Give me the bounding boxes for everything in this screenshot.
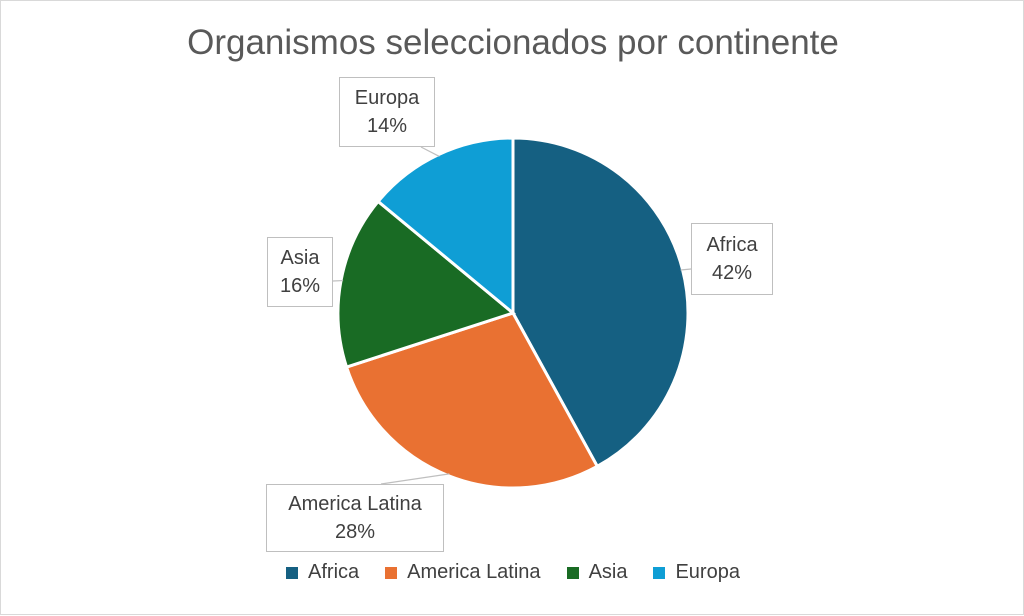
- legend-label-africa: Africa: [308, 561, 359, 584]
- legend-label-america-latina: America Latina: [407, 561, 540, 584]
- legend-label-asia: Asia: [589, 561, 628, 584]
- data-label-europa-name: Europa: [340, 84, 434, 112]
- legend-swatch-africa: [286, 567, 298, 579]
- data-label-africa-value: 42%: [692, 259, 772, 287]
- data-label-asia-value: 16%: [268, 272, 332, 300]
- legend-swatch-asia: [567, 567, 579, 579]
- data-label-africa: Africa 42%: [691, 223, 773, 295]
- leader-line-europa: [421, 147, 439, 156]
- data-label-africa-name: Africa: [692, 231, 772, 259]
- legend-label-europa: Europa: [675, 561, 740, 584]
- data-label-asia: Asia 16%: [267, 237, 333, 307]
- leader-line-america-latina: [381, 474, 449, 484]
- legend-item-europa: Europa: [653, 561, 740, 584]
- legend-item-africa: Africa: [286, 561, 359, 584]
- data-label-asia-name: Asia: [268, 244, 332, 272]
- data-label-america-latina-value: 28%: [267, 518, 443, 546]
- chart-legend: Africa America Latina Asia Europa: [1, 561, 1024, 584]
- data-label-europa: Europa 14%: [339, 77, 435, 147]
- data-label-america-latina-name: America Latina: [267, 490, 443, 518]
- legend-item-asia: Asia: [567, 561, 628, 584]
- legend-swatch-europa: [653, 567, 665, 579]
- legend-item-america-latina: America Latina: [385, 561, 540, 584]
- data-label-america-latina: America Latina 28%: [266, 484, 444, 552]
- data-label-europa-value: 14%: [340, 112, 434, 140]
- legend-swatch-america-latina: [385, 567, 397, 579]
